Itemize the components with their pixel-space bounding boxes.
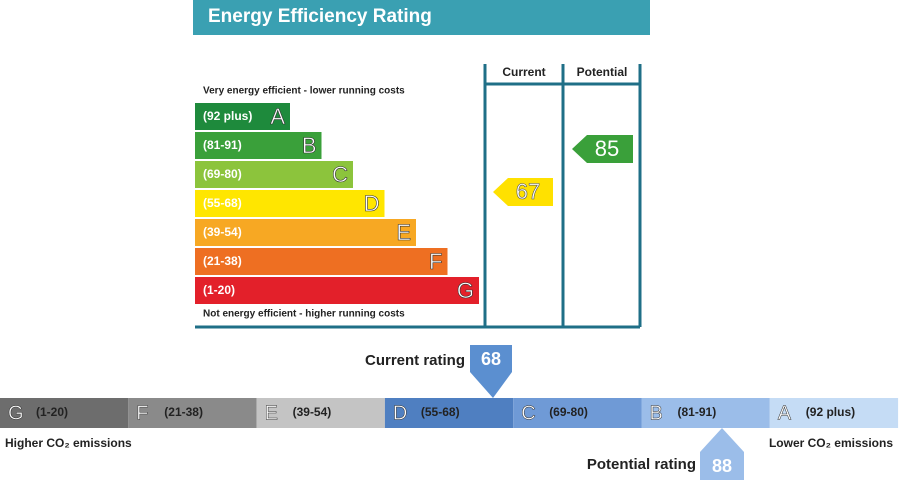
scale-range: (92 plus)	[806, 405, 855, 419]
bottom-note: Not energy efficient - higher running co…	[203, 309, 405, 320]
title: Energy Efficiency Rating	[208, 6, 432, 27]
columns-frame	[195, 64, 642, 329]
scale-letter: A	[778, 402, 792, 424]
scale-left-label: Higher CO₂ emissions	[5, 436, 132, 450]
scale-letter: C	[521, 402, 535, 424]
current-value: 67	[516, 179, 540, 204]
potential-arrow	[572, 135, 633, 163]
band-bar	[195, 132, 322, 159]
band-bar	[195, 219, 416, 246]
scale-band	[128, 398, 257, 428]
band-range: (92 plus)	[203, 109, 252, 123]
scale-range: (21-38)	[164, 405, 203, 419]
scale-band	[384, 398, 514, 428]
band-bar	[195, 277, 479, 304]
scale-letter: D	[393, 402, 407, 424]
current-rating-marker	[470, 345, 512, 398]
band-range: (39-54)	[203, 225, 242, 239]
band-letter: E	[396, 220, 411, 245]
current-rating-value: 68	[481, 349, 501, 369]
scale-band	[513, 398, 642, 428]
band-bar	[195, 161, 353, 188]
band-letter: B	[302, 133, 317, 158]
scale-range: (39-54)	[293, 405, 332, 419]
scale-letter: B	[650, 402, 663, 424]
band-range: (1-20)	[203, 283, 235, 297]
column-header: Potential	[577, 65, 628, 79]
top-note: Very energy efficient - lower running co…	[203, 86, 405, 97]
band-range: (55-68)	[203, 196, 242, 210]
scale-band	[0, 398, 129, 428]
scale: G (1-20) F (21-38) E (39-54) D (55-68) C (69-80) B…	[0, 398, 899, 428]
scale-band	[769, 398, 899, 428]
band-letter: C	[332, 162, 348, 187]
potential-rating-value: 88	[712, 456, 732, 476]
scale-letter: F	[136, 402, 148, 424]
scale-range: (69-80)	[549, 405, 588, 419]
scale-letter: E	[265, 402, 278, 424]
scale-range: (81-91)	[678, 405, 717, 419]
scale-band	[641, 398, 770, 428]
scale-band	[256, 398, 385, 428]
band-bar	[195, 190, 385, 217]
band-letter: A	[270, 104, 285, 129]
scale-range: (1-20)	[36, 405, 68, 419]
band-letter: F	[429, 249, 442, 274]
band-letter: G	[457, 278, 474, 303]
bands: (92 plus) A (81-91) B (69-80) C (55-68) D (39-54…	[195, 103, 479, 304]
band-letter: D	[364, 191, 380, 216]
potential-value: 85	[595, 136, 619, 161]
scale-right-label: Lower CO₂ emissions	[769, 436, 893, 450]
band-range: (81-91)	[203, 138, 242, 152]
title-bar	[193, 0, 650, 35]
scale-range: (55-68)	[421, 405, 460, 419]
band-range: (69-80)	[203, 167, 242, 181]
current-rating-label: Current rating	[365, 352, 465, 369]
band-bar	[195, 248, 448, 275]
column-header: Current	[502, 65, 545, 79]
current-arrow	[493, 178, 553, 206]
potential-rating-marker	[700, 428, 744, 480]
band-bar	[195, 103, 290, 130]
scale-letter: G	[8, 402, 24, 424]
band-range: (21-38)	[203, 254, 242, 268]
potential-rating-label: Potential rating	[587, 456, 696, 473]
